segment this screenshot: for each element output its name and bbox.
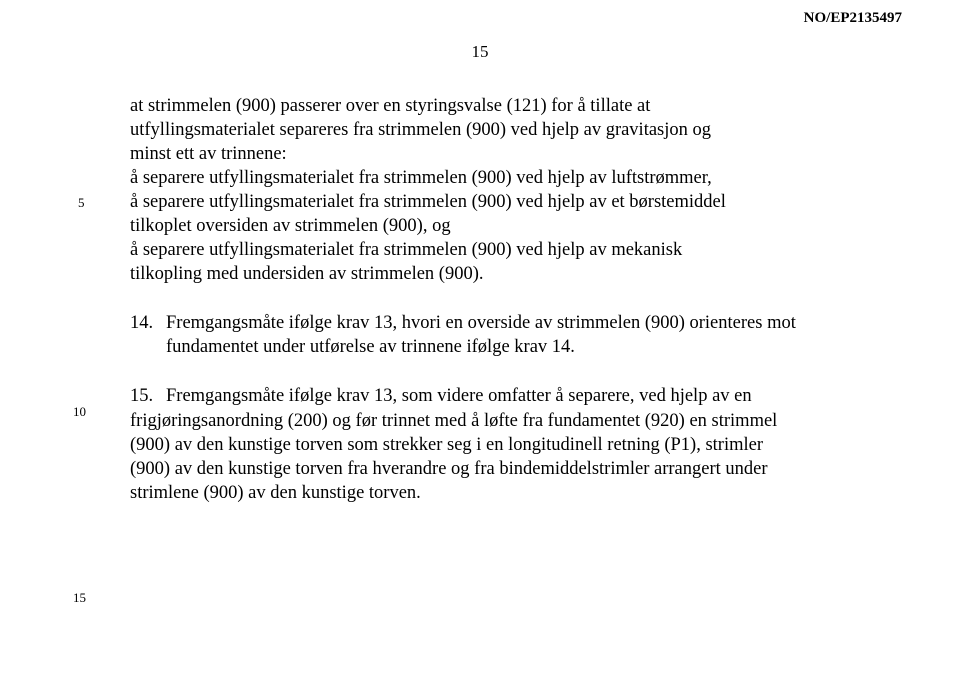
claim-number: 14.	[130, 311, 166, 359]
text-line: minst ett av trinnene:	[130, 144, 287, 164]
page-number: 15	[472, 42, 489, 62]
text-line: å separere utfyllingsmaterialet fra stri…	[130, 240, 682, 260]
claim-text: Fremgangsmåte ifølge krav 13, hvori en o…	[166, 311, 870, 359]
page-content: at strimmelen (900) passerer over en sty…	[130, 94, 870, 505]
claim-14: 14. Fremgangsmåte ifølge krav 13, hvori …	[130, 311, 870, 359]
text-line: tilkoplet oversiden av strimmelen (900),…	[130, 216, 451, 236]
text-line: utfyllingsmaterialet separeres fra strim…	[130, 120, 711, 140]
text-line: tilkopling med undersiden av strimmelen …	[130, 264, 484, 284]
text-line: strimlene (900) av den kunstige torven.	[130, 483, 421, 503]
claim-continuation: at strimmelen (900) passerer over en sty…	[130, 94, 870, 286]
text-line: å separere utfyllingsmaterialet fra stri…	[130, 192, 726, 212]
line-number-10: 10	[73, 404, 86, 420]
claim-text-line: Fremgangsmåte ifølge krav 13, som videre…	[166, 384, 870, 408]
line-number-15: 15	[73, 590, 86, 606]
text-line: (900) av den kunstige torven fra hverand…	[130, 459, 768, 479]
doc-number: NO/EP2135497	[804, 10, 902, 27]
claim-number: 15.	[130, 384, 166, 408]
text-line: frigjøringsanordning (200) og før trinne…	[130, 411, 777, 431]
text-line: at strimmelen (900) passerer over en sty…	[130, 96, 650, 116]
text-line: (900) av den kunstige torven som strekke…	[130, 435, 763, 455]
text-line: å separere utfyllingsmaterialet fra stri…	[130, 168, 712, 188]
claim-15: 15. Fremgangsmåte ifølge krav 13, som vi…	[130, 384, 870, 504]
line-number-5: 5	[78, 195, 85, 211]
